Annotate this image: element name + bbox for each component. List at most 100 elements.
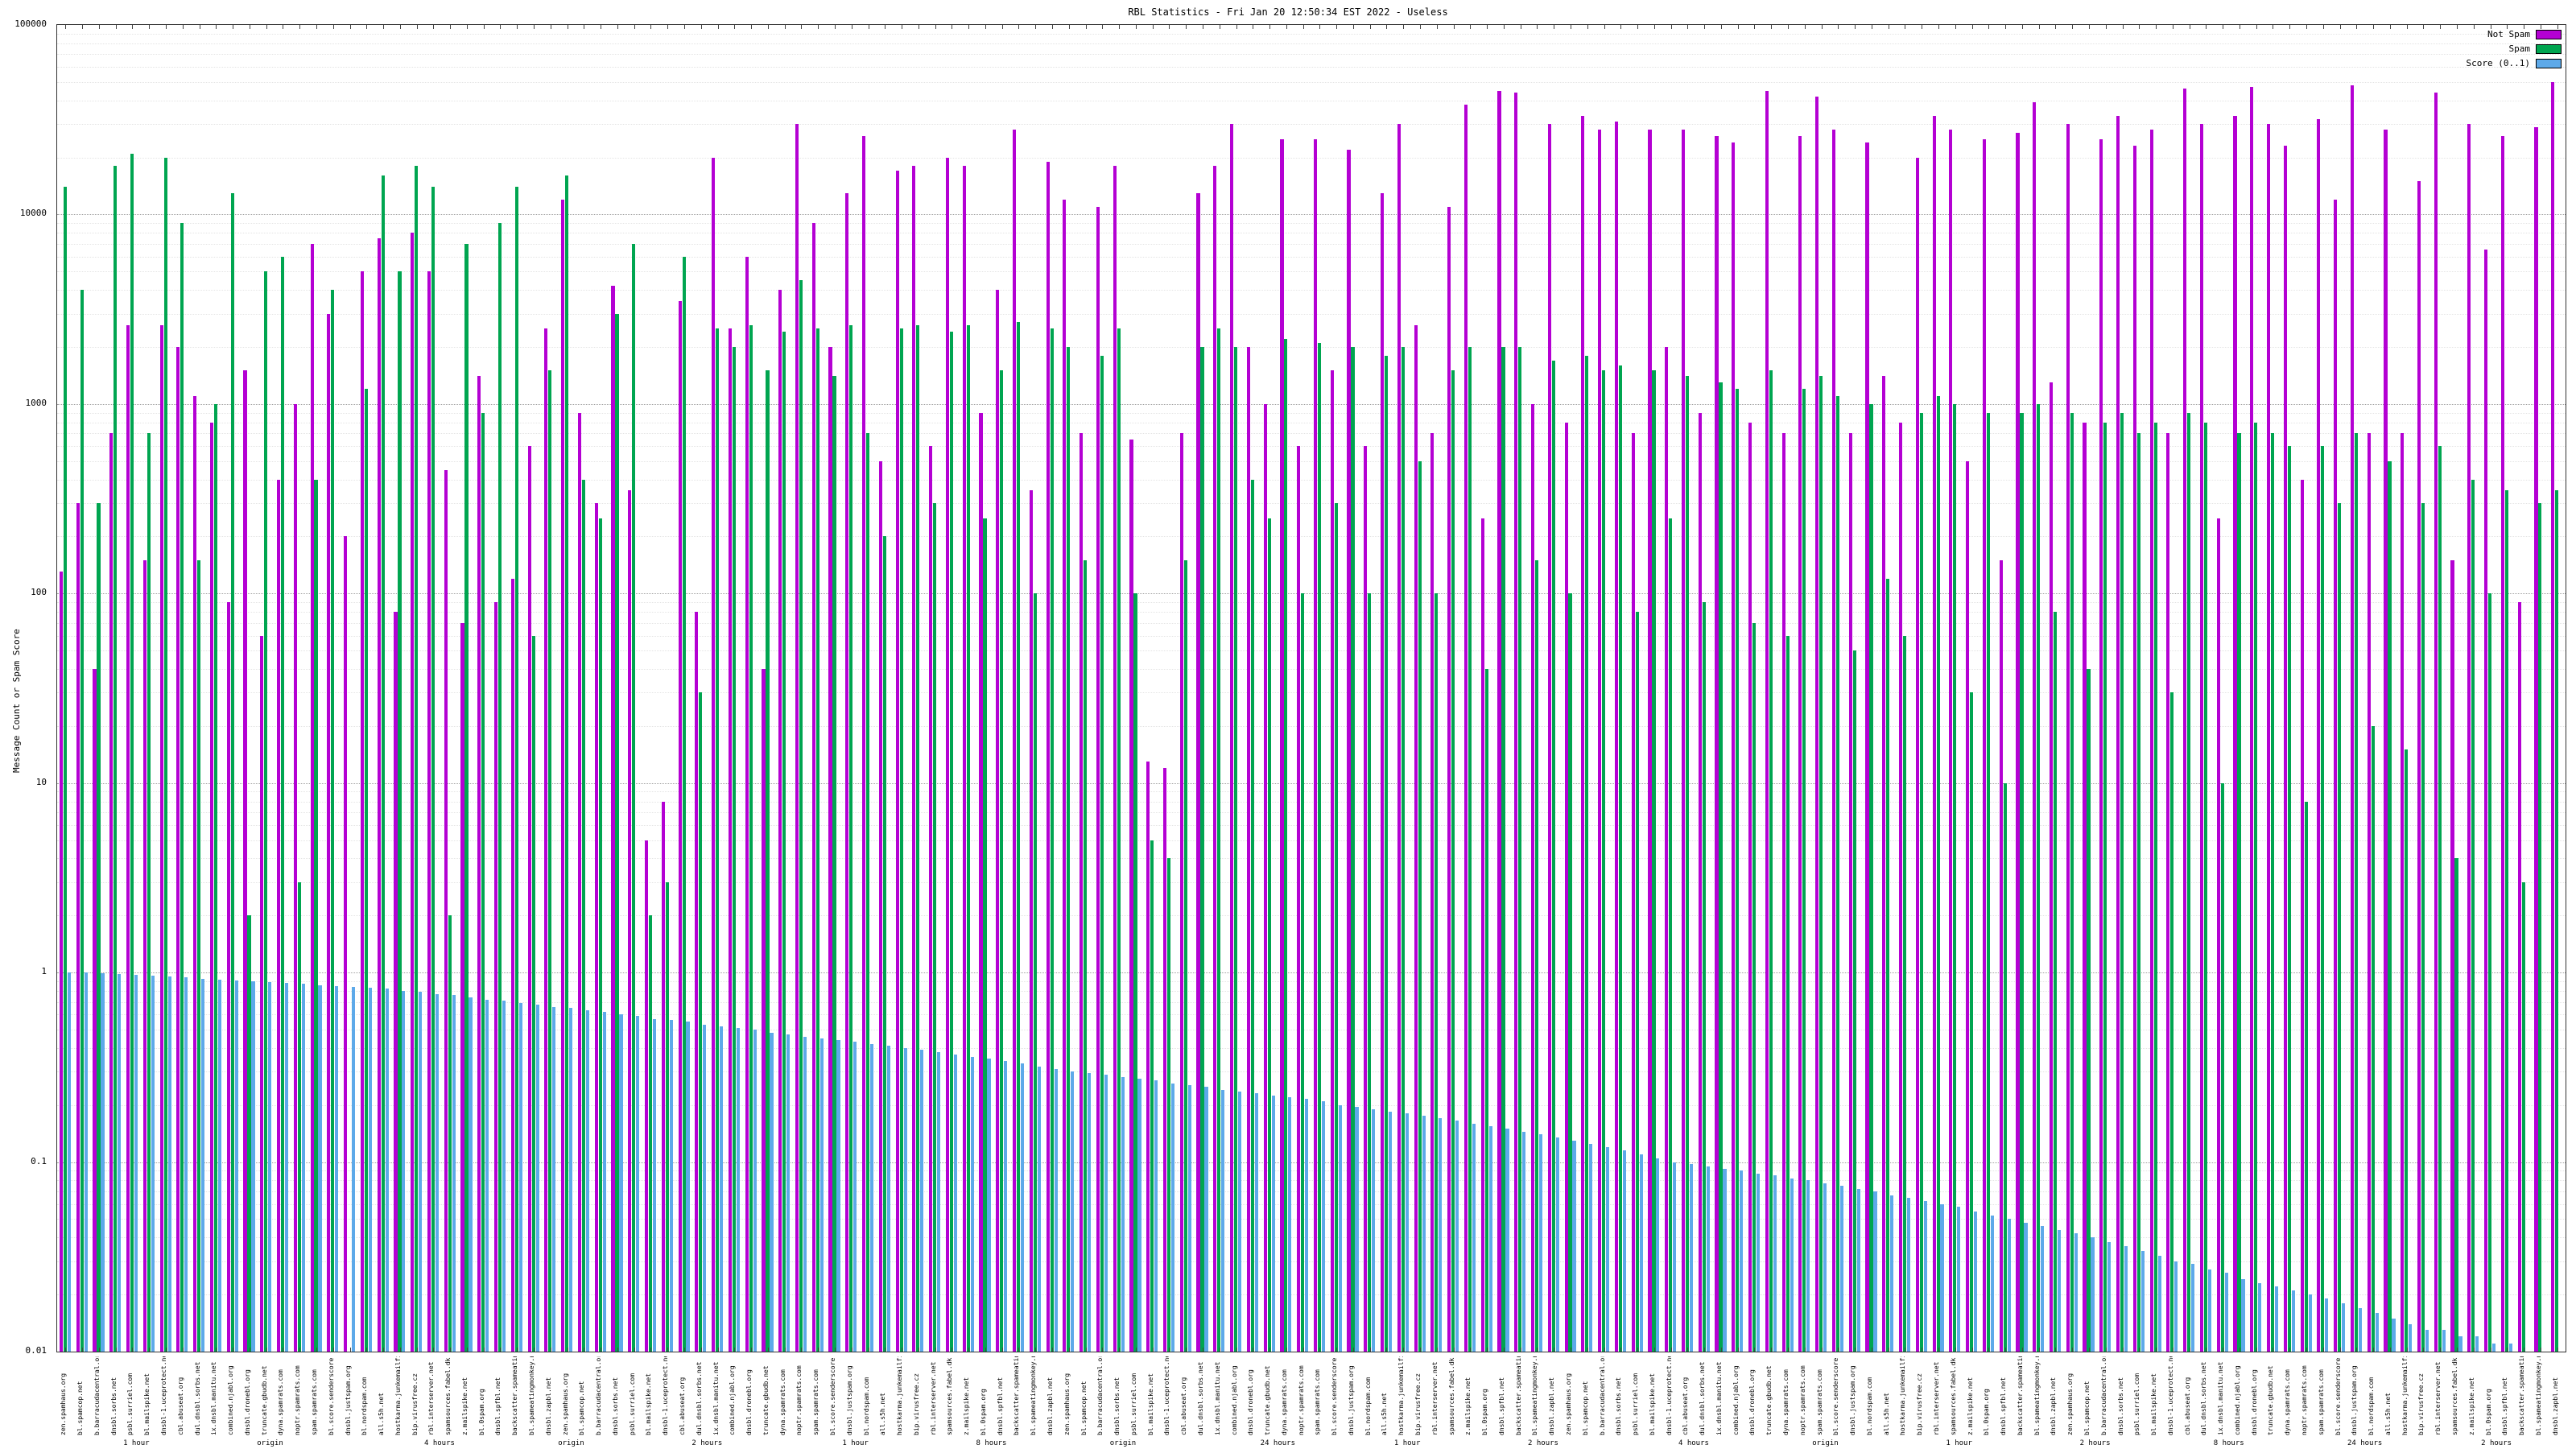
bar-not-spam: [444, 469, 448, 1352]
bar-score-0-1: [452, 995, 456, 1352]
x-tick-label: truncate.gbudb.net: [1265, 1365, 1272, 1435]
axis-tick-top: [1352, 25, 1354, 29]
bar-not-spam: [778, 290, 782, 1352]
bar-score-0-1: [2375, 1312, 2379, 1352]
bar-score-0-1: [1204, 1086, 1208, 1352]
axis-tick-top: [1269, 25, 1271, 29]
x-tick-label: truncate.gbudb.net: [2268, 1365, 2275, 1435]
axis-tick-bottom: [684, 1348, 685, 1352]
bar-score-0-1: [1589, 1143, 1593, 1352]
axis-tick-bottom: [399, 1348, 401, 1352]
bar-score-0-1: [1923, 1201, 1927, 1352]
axis-tick-bottom: [1537, 1348, 1538, 1352]
bar-spam: [1568, 593, 1572, 1352]
y-tick-label: 1: [41, 966, 47, 977]
x-tick-label: bl.spamcop.net: [77, 1381, 85, 1435]
axis-tick-bottom: [1169, 1348, 1170, 1352]
x-tick-label: dyna.spamrats.com: [1783, 1369, 1790, 1435]
axis-tick-bottom: [1487, 1348, 1488, 1352]
axis-tick-top: [1403, 25, 1405, 29]
bar-score-0-1: [636, 1016, 640, 1352]
bar-spam: [1234, 346, 1238, 1352]
bar-score-0-1: [1020, 1063, 1025, 1352]
axis-tick-bottom: [1236, 1348, 1237, 1352]
bar-spam: [2371, 725, 2375, 1352]
bar-spam: [1368, 593, 1372, 1352]
x-tick-label: bl.nordspam.com: [863, 1377, 870, 1435]
x-tick-label: backscatter.spameatingmonkey.net: [512, 1356, 519, 1435]
x-axis2-label: origin: [1812, 1439, 1839, 1447]
x-tick-label: combined.njabl.org: [228, 1365, 235, 1435]
bar-not-spam: [1080, 433, 1084, 1352]
bar-not-spam: [209, 422, 213, 1352]
bar-not-spam: [1681, 130, 1686, 1352]
bar-not-spam: [1313, 138, 1318, 1352]
axis-tick-top: [517, 25, 518, 29]
x-tick-label: dnsbl.sorbs.net: [1114, 1377, 1121, 1435]
bar-score-0-1: [569, 1008, 573, 1352]
bar-spam: [1183, 559, 1187, 1352]
bar-score-0-1: [770, 1033, 774, 1352]
bar-score-0-1: [819, 1038, 824, 1352]
axis-tick-top: [416, 25, 418, 29]
gridline-minor: [57, 622, 2566, 624]
bar-spam: [448, 915, 452, 1352]
axis-tick-top: [1369, 25, 1371, 29]
axis-tick-top: [2122, 25, 2124, 29]
x-tick-label: dul.dnsbl.sorbs.net: [1197, 1361, 1204, 1435]
x-tick-label: dnsbl.zapbl.net: [1047, 1377, 1054, 1435]
x-tick-label: bl.0spam.org: [980, 1389, 987, 1435]
axis-tick-bottom: [2423, 1348, 2425, 1352]
bar-not-spam: [2350, 85, 2354, 1352]
bar-not-spam: [1865, 142, 1869, 1352]
x-tick-label: z.mailspike.net: [1967, 1377, 1974, 1435]
bar-score-0-1: [1689, 1163, 1694, 1352]
axis-tick-bottom: [1988, 1348, 1990, 1352]
x-tick-label: dnsbl-1.uceprotect.net: [1666, 1356, 1673, 1435]
bar-score-0-1: [301, 984, 305, 1352]
axis-tick-top: [1102, 25, 1104, 29]
axis-tick-bottom: [1420, 1348, 1422, 1352]
bar-score-0-1: [1321, 1100, 1326, 1352]
bar-score-0-1: [2392, 1318, 2396, 1352]
bar-spam: [565, 175, 569, 1352]
gridline-minor: [57, 1180, 2566, 1182]
bar-not-spam: [2467, 124, 2471, 1352]
bar-score-0-1: [1254, 1093, 1258, 1352]
bar-not-spam: [1732, 142, 1736, 1352]
bar-not-spam: [1665, 346, 1669, 1352]
axis-tick-bottom: [65, 1348, 67, 1352]
bar-spam: [1736, 389, 1740, 1352]
gridline-major: [57, 782, 2566, 784]
bar-spam: [1819, 376, 1823, 1352]
bar-score-0-1: [836, 1040, 840, 1352]
bar-not-spam: [2551, 81, 2555, 1352]
bar-spam: [815, 328, 819, 1352]
bar-not-spam: [2266, 124, 2271, 1352]
x-tick-label: dnsbl.zapbl.net: [2552, 1377, 2559, 1435]
bar-spam: [1769, 370, 1773, 1352]
x-tick-label: psbl.surriel.com: [629, 1373, 636, 1435]
gridline-minor: [57, 602, 2566, 604]
bar-score-0-1: [2157, 1256, 2161, 1352]
x-tick-label: noptr.spamrats.com: [2301, 1365, 2308, 1435]
bar-not-spam: [2183, 89, 2187, 1352]
bar-not-spam: [276, 479, 281, 1352]
axis-tick-top: [1052, 25, 1053, 29]
bar-spam: [2254, 422, 2258, 1352]
x-tick-label: ix.dnsbl.manitu.net: [2218, 1361, 2225, 1435]
x-tick-label: bl.spameatingmonkey.net: [529, 1356, 536, 1435]
axis-tick-bottom: [2256, 1348, 2257, 1352]
bar-spam: [1100, 355, 1104, 1352]
axis-tick-bottom: [2139, 1348, 2140, 1352]
bar-spam: [2488, 593, 2492, 1352]
bar-spam: [1351, 346, 1355, 1352]
bar-spam: [1334, 502, 1338, 1352]
bar-score-0-1: [217, 979, 221, 1352]
bar-spam: [2438, 446, 2442, 1352]
bar-not-spam: [1614, 121, 1618, 1352]
bar-score-0-1: [970, 1056, 974, 1352]
bar-not-spam: [1213, 166, 1217, 1352]
bar-spam: [1384, 355, 1389, 1352]
bar-score-0-1: [151, 976, 155, 1352]
